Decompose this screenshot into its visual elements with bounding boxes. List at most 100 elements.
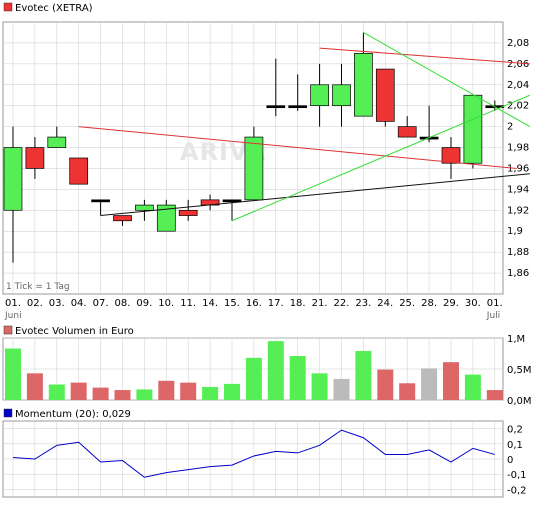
x-tick-label: 21. [312, 298, 328, 309]
volume-bar [48, 384, 65, 400]
trendline [78, 126, 517, 169]
x-tick-label: 28. [421, 298, 437, 309]
trendline [100, 173, 530, 217]
momentum-grid [3, 421, 503, 497]
price-y-tick: 2,06 [507, 59, 529, 70]
candle [156, 199, 176, 232]
candle-body [47, 136, 67, 148]
volume-bar [136, 389, 153, 400]
candle [3, 126, 23, 263]
x-tick-label: 10. [158, 298, 174, 309]
volume-bar [355, 351, 372, 400]
candle-body [25, 147, 45, 169]
volume-legend-label: Evotec Volumen in Euro [15, 326, 134, 337]
momentum-y-tick: 0,2 [507, 425, 523, 436]
x-tick-label: 03. [49, 298, 65, 309]
trendlines [78, 32, 531, 222]
trendline [363, 32, 531, 128]
volume-bar [399, 383, 416, 400]
volume-bar [289, 355, 306, 400]
candle [47, 126, 67, 148]
candle [397, 116, 417, 138]
volume-bar [202, 386, 219, 400]
candle [266, 58, 286, 117]
x-tick-sublabel: Juli [486, 311, 500, 321]
price-y-tick: 2,08 [507, 38, 529, 49]
price-y-tick: 1,9 [507, 226, 523, 237]
price-y-tick: 1,86 [507, 268, 529, 279]
volume-bar [245, 357, 262, 400]
x-tick-label: 14. [202, 298, 218, 309]
x-axis-labels: 01. Juni 02. 03. 04. 07. 08. 09. 10. 11. 14. 15. 16.… [4, 298, 503, 321]
x-tick-label: 01. [5, 298, 21, 309]
candle [222, 199, 242, 221]
volume-y-tick: 0,0M [507, 396, 532, 407]
x-tick-label: 07. [93, 298, 109, 309]
momentum-y-tick: -0,1 [507, 470, 527, 481]
x-tick-label: 23. [355, 298, 371, 309]
candle-body [69, 157, 89, 185]
volume-bar [267, 341, 284, 400]
candle [69, 157, 89, 185]
x-tick-label: 24. [377, 298, 393, 309]
candle-body [310, 84, 329, 107]
momentum-y-axis: 0,2 0,1 0 -0,1 -0,2 [507, 425, 527, 497]
candle [463, 94, 483, 169]
volume-bar [464, 374, 481, 400]
candle [288, 74, 308, 111]
candle-body [441, 147, 461, 164]
volume-bar [26, 373, 43, 400]
volume-bar [114, 390, 131, 400]
price-y-tick: 1,92 [507, 205, 529, 216]
x-tick-label: 25. [399, 298, 415, 309]
volume-bar [443, 362, 459, 400]
x-tick-label: 09. [136, 298, 152, 309]
x-tick-label: 01. [487, 298, 503, 309]
price-y-tick: 2,02 [507, 101, 529, 112]
candle [441, 137, 461, 179]
candle-body [463, 94, 483, 164]
trendline [231, 94, 531, 222]
volume-bar [180, 382, 197, 400]
candle-body [244, 136, 264, 201]
candle [354, 32, 373, 117]
price-legend-swatch [3, 2, 13, 12]
price-y-axis: 2,08 2,06 2,04 2,02 2 1,98 1,96 1,94 1,92 1,9 1,88… [507, 38, 529, 279]
x-tick-label: 16. [246, 298, 262, 309]
x-tick-label: 29. [443, 298, 459, 309]
candle [25, 137, 45, 179]
volume-y-axis: 1,M 0,5M 0,0M [507, 334, 532, 407]
x-tick-label: 30. [465, 298, 481, 309]
volume-bars [5, 341, 503, 400]
candles [3, 32, 505, 263]
candle-body [266, 105, 286, 109]
candle [178, 199, 198, 221]
volume-bar [333, 378, 350, 400]
price-y-tick: 1,96 [507, 163, 529, 174]
momentum-line [12, 429, 495, 478]
price-legend-label: Evotec (XETRA) [15, 3, 93, 14]
volume-bar [311, 373, 328, 400]
candle-body [397, 126, 417, 138]
x-tick-sublabel: Juni [4, 311, 22, 321]
volume-legend-swatch [3, 325, 13, 335]
trendline [319, 47, 530, 65]
candle-body [156, 204, 176, 232]
momentum-legend-label: Momentum (20): 0,029 [15, 409, 131, 420]
x-tick-label: 04. [71, 298, 87, 309]
candle [244, 126, 264, 201]
momentum-y-tick: 0 [507, 455, 513, 466]
momentum-y-tick: 0,1 [507, 440, 523, 451]
volume-bar [224, 383, 240, 400]
momentum-y-tick: -0,2 [507, 485, 527, 496]
volume-bar [70, 382, 87, 400]
candle [332, 63, 351, 127]
volume-bar [158, 380, 175, 400]
volume-bar [486, 390, 503, 400]
volume-bar [5, 348, 21, 400]
candle-body [222, 199, 242, 203]
x-tick-label: 11. [180, 298, 196, 309]
tick-note: 1 Tick = 1 Tag [6, 282, 70, 292]
x-tick-label: 22. [334, 298, 350, 309]
